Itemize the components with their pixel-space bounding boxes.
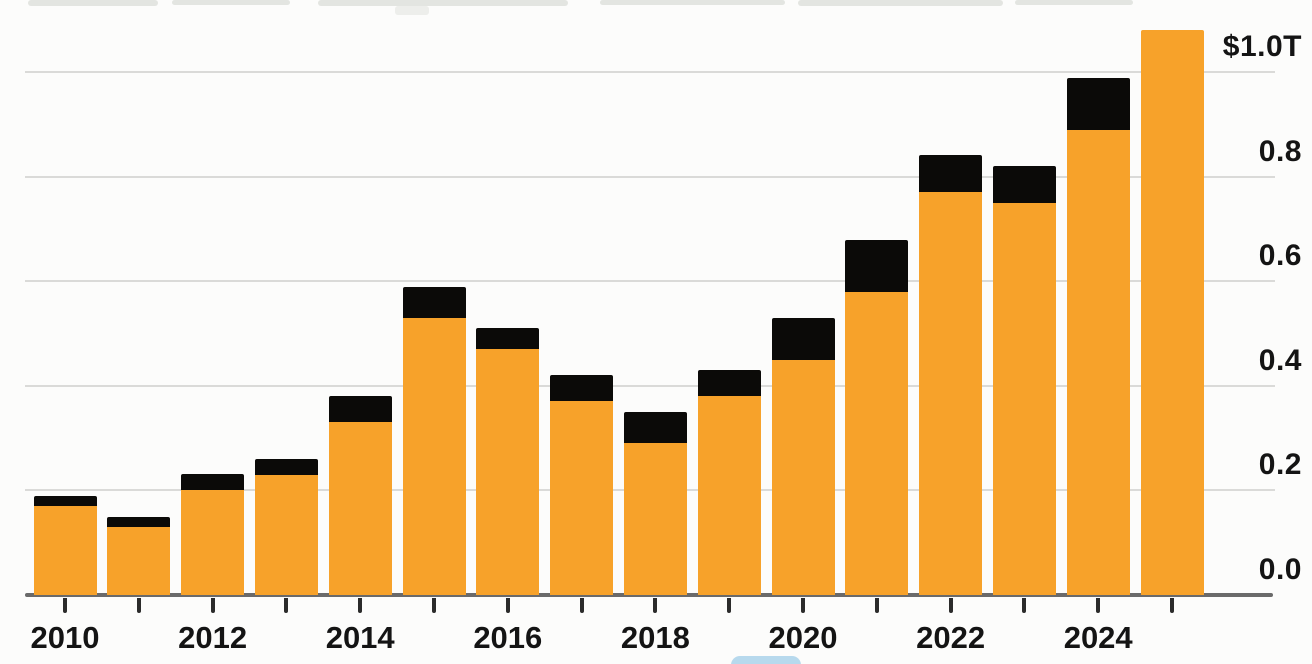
bar-2014-orange-segment: [328, 422, 392, 595]
x-axis-tick-mark-2021: [874, 598, 879, 613]
x-axis-tick-mark-2022: [948, 598, 953, 613]
bar-2017-black-segment: [550, 375, 614, 401]
bar-2023-black-segment: [992, 166, 1056, 203]
x-axis-tick-mark-2012: [210, 598, 215, 613]
cropped-title-remnant-strip: [318, 0, 568, 6]
x-axis-tick-mark-2011: [136, 598, 141, 613]
y-axis-tick-label: 0.0: [1258, 553, 1302, 586]
bar-2022-orange-segment: [919, 192, 983, 595]
y-axis-tick-label: 0.2: [1258, 448, 1302, 482]
bar-2016-orange-segment: [476, 349, 540, 595]
bar-2014-black-segment: [328, 396, 392, 422]
x-axis-tick-label: 2020: [768, 620, 838, 655]
bar-2022-black-segment: [919, 155, 983, 192]
x-axis-tick-label: 2022: [916, 620, 986, 655]
x-axis-tick-label: 2010: [30, 620, 100, 655]
bar-2012-orange-segment: [181, 490, 245, 595]
y-axis-tick-label: $1.0T: [1222, 30, 1302, 63]
x-axis-tick-label: 2018: [620, 620, 690, 655]
x-axis-tick-label: 2016: [473, 620, 543, 655]
cropped-title-remnant-blob: [395, 6, 429, 15]
x-axis-tick-label: 2014: [325, 620, 395, 655]
gridline-0.4: [25, 384, 1275, 387]
bar-2011-black-segment: [107, 517, 171, 527]
cropped-title-remnant-strip: [28, 0, 158, 6]
x-axis-tick-mark-2024: [1096, 598, 1101, 613]
cropped-title-remnant-strip: [600, 0, 785, 5]
x-axis-tick-mark-2010: [63, 598, 67, 613]
bar-2011-orange-segment: [107, 527, 171, 595]
x-axis-tick-mark-2013: [284, 598, 289, 613]
cropped-title-remnant-strip: [1015, 0, 1133, 5]
bar-2020-black-segment: [771, 318, 835, 360]
x-axis-tick-label: 2024: [1063, 620, 1133, 655]
bar-2018-black-segment: [623, 412, 687, 443]
gridline-0.8: [25, 175, 1275, 178]
bar-2017-orange-segment: [550, 401, 614, 595]
y-axis-tick-label: 0.8: [1258, 134, 1302, 168]
bar-2015-orange-segment: [402, 318, 466, 595]
bar-2019-orange-segment: [697, 396, 761, 595]
x-axis-tick-label: 2012: [178, 620, 248, 655]
bar-2023-orange-segment: [992, 203, 1056, 595]
bar-2012-black-segment: [181, 474, 245, 490]
x-axis-tick-mark-2020: [801, 598, 805, 613]
x-axis-tick-mark-2018: [653, 598, 658, 613]
bar-2013-black-segment: [254, 459, 318, 475]
cropped-bottom-element: [731, 656, 801, 664]
x-axis-tick-mark-2015: [432, 598, 436, 613]
bar-2010-black-segment: [33, 496, 97, 506]
bar-2020-orange-segment: [771, 360, 835, 595]
gridline-0.6: [25, 280, 1275, 283]
x-axis-tick-mark-2025: [1170, 598, 1174, 613]
bar-2021-orange-segment: [845, 292, 909, 595]
x-axis-tick-mark-2019: [727, 598, 732, 613]
cropped-title-remnant-strip: [798, 0, 1003, 6]
y-axis-tick-label: 0.4: [1258, 343, 1302, 377]
bar-2021-black-segment: [845, 240, 909, 292]
bar-2016-black-segment: [476, 328, 540, 349]
x-axis-tick-mark-2016: [505, 598, 510, 613]
cropped-title-remnant-strip: [172, 0, 290, 5]
x-axis-tick-mark-2023: [1022, 598, 1027, 613]
bar-2024-orange-segment: [1066, 130, 1130, 595]
x-axis-tick-mark-2014: [358, 598, 363, 613]
bar-2013-orange-segment: [254, 475, 318, 595]
bar-2015-black-segment: [402, 287, 466, 318]
bar-2024-black-segment: [1066, 78, 1130, 130]
x-axis-line: [25, 593, 1273, 597]
bar-2019-black-segment: [697, 370, 761, 396]
bar-2010-orange-segment: [33, 506, 97, 595]
gridline-$1.0T: [25, 71, 1275, 73]
x-axis-tick-mark-2017: [579, 598, 584, 613]
y-axis-tick-label: 0.6: [1258, 239, 1302, 273]
bar-2025-orange-segment: [1140, 30, 1204, 595]
bar-2018-orange-segment: [623, 443, 687, 595]
